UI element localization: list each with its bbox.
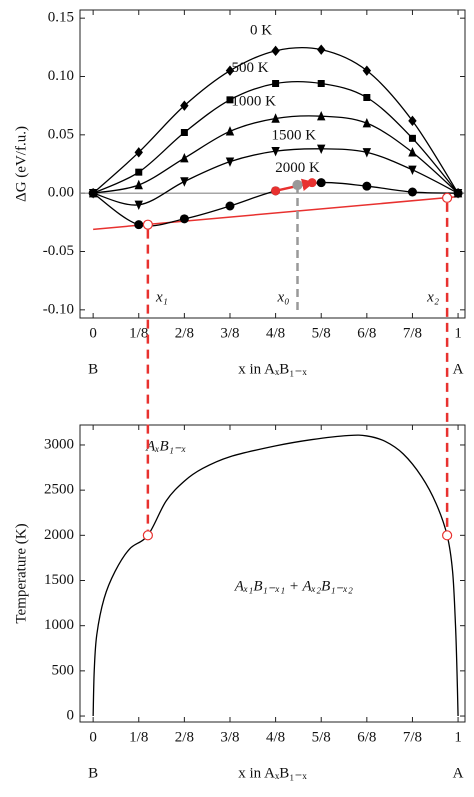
marker (180, 129, 188, 136)
marker (408, 147, 417, 157)
arrow-end (271, 186, 281, 196)
point (142, 530, 153, 541)
y-axis-title: Temperature (K) (13, 523, 29, 623)
point-label: x₂ (426, 289, 439, 305)
marker (362, 181, 372, 191)
marker (362, 65, 372, 76)
x-tick-label: 1/8 (129, 729, 148, 745)
x-tick-label: 7/8 (403, 729, 422, 745)
x-tick-label: 0 (89, 729, 97, 745)
y-tick-label: 0.05 (48, 126, 74, 142)
marker (363, 94, 371, 101)
marker (362, 148, 372, 158)
y-tick-label: 1500 (44, 572, 74, 588)
y-tick-label: 2500 (44, 482, 74, 498)
x-tick-label: 3/8 (220, 729, 239, 745)
end-label: B (88, 765, 98, 781)
marker (362, 117, 372, 128)
marker (134, 200, 143, 211)
point-label: x₁ (155, 289, 168, 305)
x-tick-label: 5/8 (312, 325, 331, 341)
marker (180, 152, 189, 163)
y-tick-label: 0 (67, 707, 75, 723)
marker (317, 144, 326, 155)
series-label: 2000 K (275, 160, 320, 176)
series-label: 500 K (232, 60, 269, 76)
y-axis-title: ΔG (eV/f.u.) (13, 126, 29, 202)
x-tick-label: 3/8 (220, 325, 239, 341)
tangent-line (93, 195, 459, 231)
marker (180, 177, 189, 187)
point (142, 219, 153, 230)
x-axis-title: x in AₓB₁₋ₓ (238, 765, 307, 781)
point (442, 530, 453, 541)
point-label: x₀ (277, 289, 290, 305)
x-axis-title: x in AₓB₁₋ₓ (238, 361, 307, 377)
marker (134, 220, 144, 230)
x-tick-label: 2/8 (175, 729, 194, 745)
arrow-end (307, 178, 317, 188)
marker (225, 201, 235, 211)
marker (407, 187, 417, 197)
plot-frame (79, 424, 466, 723)
plot-frame (79, 9, 466, 319)
marker (317, 44, 326, 55)
marker (271, 113, 280, 123)
x-tick-label: 5/8 (312, 729, 331, 745)
y-tick-label: 1000 (44, 617, 74, 633)
y-tick-label: 2000 (44, 527, 74, 543)
x-tick-label: 6/8 (357, 325, 376, 341)
marker (179, 214, 189, 224)
marker (271, 45, 280, 57)
marker (134, 179, 143, 190)
end-label: A (453, 765, 464, 781)
marker (225, 65, 235, 76)
marker (408, 115, 417, 127)
region-label: Aₓ₁B₁₋ₓ₁ + Aₓ₂B₁₋ₓ₂ (234, 578, 353, 594)
end-label: B (88, 361, 98, 377)
series-label: 0 K (250, 22, 272, 38)
x-tick-label: 7/8 (403, 325, 422, 341)
marker (135, 168, 143, 176)
x-tick-label: 0 (89, 325, 97, 341)
marker (408, 134, 416, 142)
x-tick-label: 4/8 (266, 325, 285, 341)
y-tick-label: 500 (52, 662, 75, 678)
point (292, 179, 303, 191)
marker (226, 96, 234, 104)
series-line (92, 148, 459, 206)
marker (272, 80, 280, 87)
series-label: 1500 K (272, 127, 317, 143)
y-tick-label: 0.15 (48, 10, 74, 26)
marker (225, 126, 235, 136)
marker (317, 80, 325, 87)
region-label: AₓB₁₋ₓ (145, 438, 186, 454)
y-tick-label: 0.00 (48, 185, 74, 201)
y-tick-label: 0.10 (48, 68, 74, 84)
x-tick-label: 1 (454, 729, 462, 745)
point (442, 192, 453, 203)
marker (88, 188, 98, 198)
marker (453, 188, 463, 198)
series-label: 1000 K (231, 94, 276, 110)
marker (317, 110, 326, 121)
y-tick-label: -0.10 (43, 301, 74, 317)
marker (180, 100, 189, 111)
marker (271, 146, 280, 157)
marker (408, 165, 417, 176)
y-tick-label: 3000 (44, 436, 74, 452)
marker (316, 178, 326, 188)
marker (225, 157, 235, 167)
y-tick-label: -0.05 (43, 243, 74, 259)
marker (134, 147, 143, 158)
x-tick-label: 2/8 (175, 325, 194, 341)
x-tick-label: 1 (454, 325, 462, 341)
x-tick-label: 1/8 (129, 325, 148, 341)
end-label: A (453, 361, 464, 377)
x-tick-label: 6/8 (357, 729, 376, 745)
x-tick-label: 4/8 (266, 729, 285, 745)
